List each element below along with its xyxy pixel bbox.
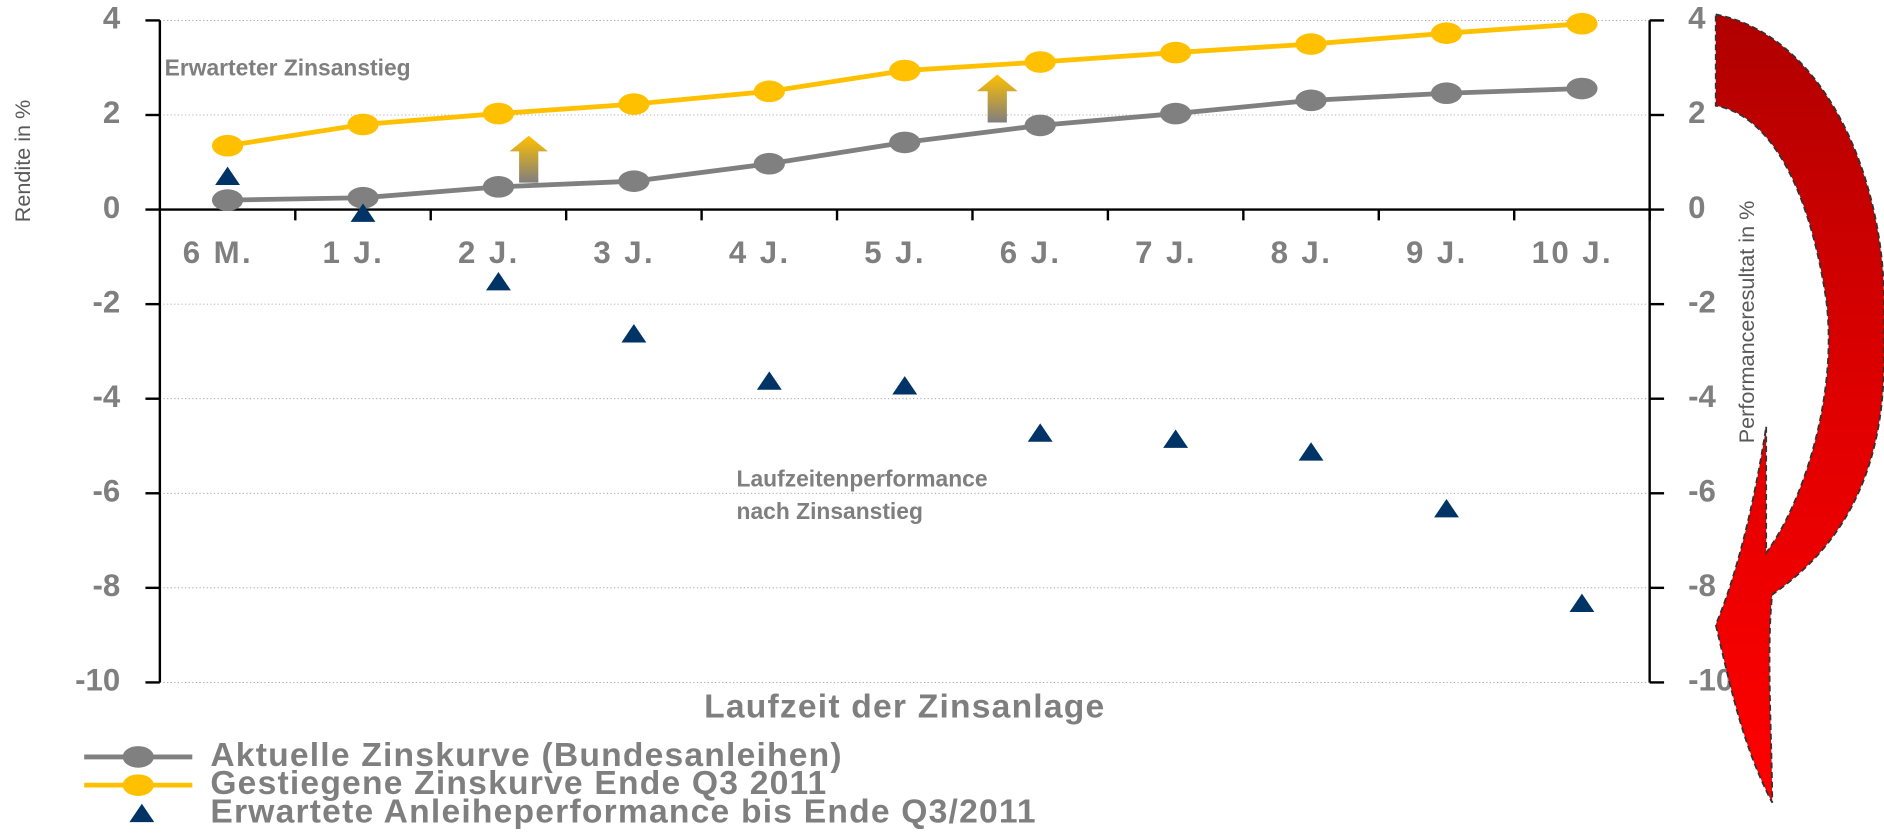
annotation: Erwarteter Zinsanstieg [165,55,411,81]
x-tick-label: 5 J. [864,235,926,270]
point [1295,33,1326,55]
y-tick-label: 0 [103,190,120,225]
x-tick-label: 3 J. [593,235,655,270]
point [1295,90,1326,112]
y2-tick-label: -6 [1688,474,1716,509]
point [1434,499,1459,517]
point [1025,51,1056,73]
point [486,272,511,290]
point [1160,103,1191,125]
legend: Aktuelle Zinskurve (Bundesanleihen)Gesti… [84,737,1037,829]
y-tick-label: 2 [103,95,120,130]
y2-tick-label: 4 [1688,1,1706,36]
point [212,189,243,211]
point [1299,442,1324,460]
x-tick-label: 6 M. [183,235,253,270]
point [1431,22,1462,44]
point [1028,423,1053,441]
point [1566,13,1597,35]
legend-marker [123,774,154,796]
point [1025,115,1056,137]
point [1566,78,1597,100]
y-tick-label: 4 [103,1,121,36]
point [483,103,514,125]
point [892,376,917,394]
x-tick-label: 10 J. [1532,235,1613,270]
x-tick-label: 1 J. [323,235,385,270]
x-axis-title: Laufzeit der Zinsanlage [704,689,1105,726]
point [1163,430,1188,448]
point [889,60,920,82]
legend-label: Erwartete Anleiheperformance bis Ende Q3… [210,793,1037,829]
point [754,81,785,103]
point [1570,594,1595,612]
x-tick-label: 2 J. [458,235,520,270]
annotation: Laufzeitenperformance [737,466,988,492]
y2-tick-label: 0 [1688,190,1705,225]
y2-tick-label: -4 [1688,379,1716,414]
page: {"chart_data": {"type": "line", "categor… [0,0,1884,829]
y-tick-label: -10 [75,663,120,698]
x-tick-label: 4 J. [729,235,791,270]
series-line [228,24,1582,146]
annotation: nach Zinsanstieg [737,498,923,524]
y2-tick-label: 2 [1688,95,1705,130]
point [212,135,243,157]
chart: -10-8-6-4-2024-10-8-6-4-20246 M.1 J.2 J.… [0,0,1884,829]
point [757,371,782,389]
y-tick-label: -8 [92,568,120,603]
rise-arrow [509,136,547,183]
x-tick-label: 9 J. [1406,235,1468,270]
point [1431,82,1462,104]
y2-axis-title: Performanceresultat in % [1734,201,1759,444]
y-tick-label: -4 [92,379,120,414]
point [621,324,646,342]
legend-marker [123,746,154,768]
point [889,132,920,154]
point [347,114,378,136]
x-tick-label: 6 J. [1000,235,1062,270]
point [483,176,514,198]
y-axis-title: Rendite in % [10,100,35,223]
point [618,170,649,192]
x-tick-label: 8 J. [1271,235,1333,270]
y-tick-label: -2 [92,284,120,319]
point [215,167,240,185]
point [754,153,785,175]
y2-tick-label: -2 [1688,284,1716,319]
legend-marker [129,804,154,822]
point [1160,42,1191,64]
point [618,93,649,115]
y-tick-label: -6 [92,474,120,509]
x-tick-label: 7 J. [1135,235,1197,270]
y2-tick-label: -8 [1688,568,1716,603]
